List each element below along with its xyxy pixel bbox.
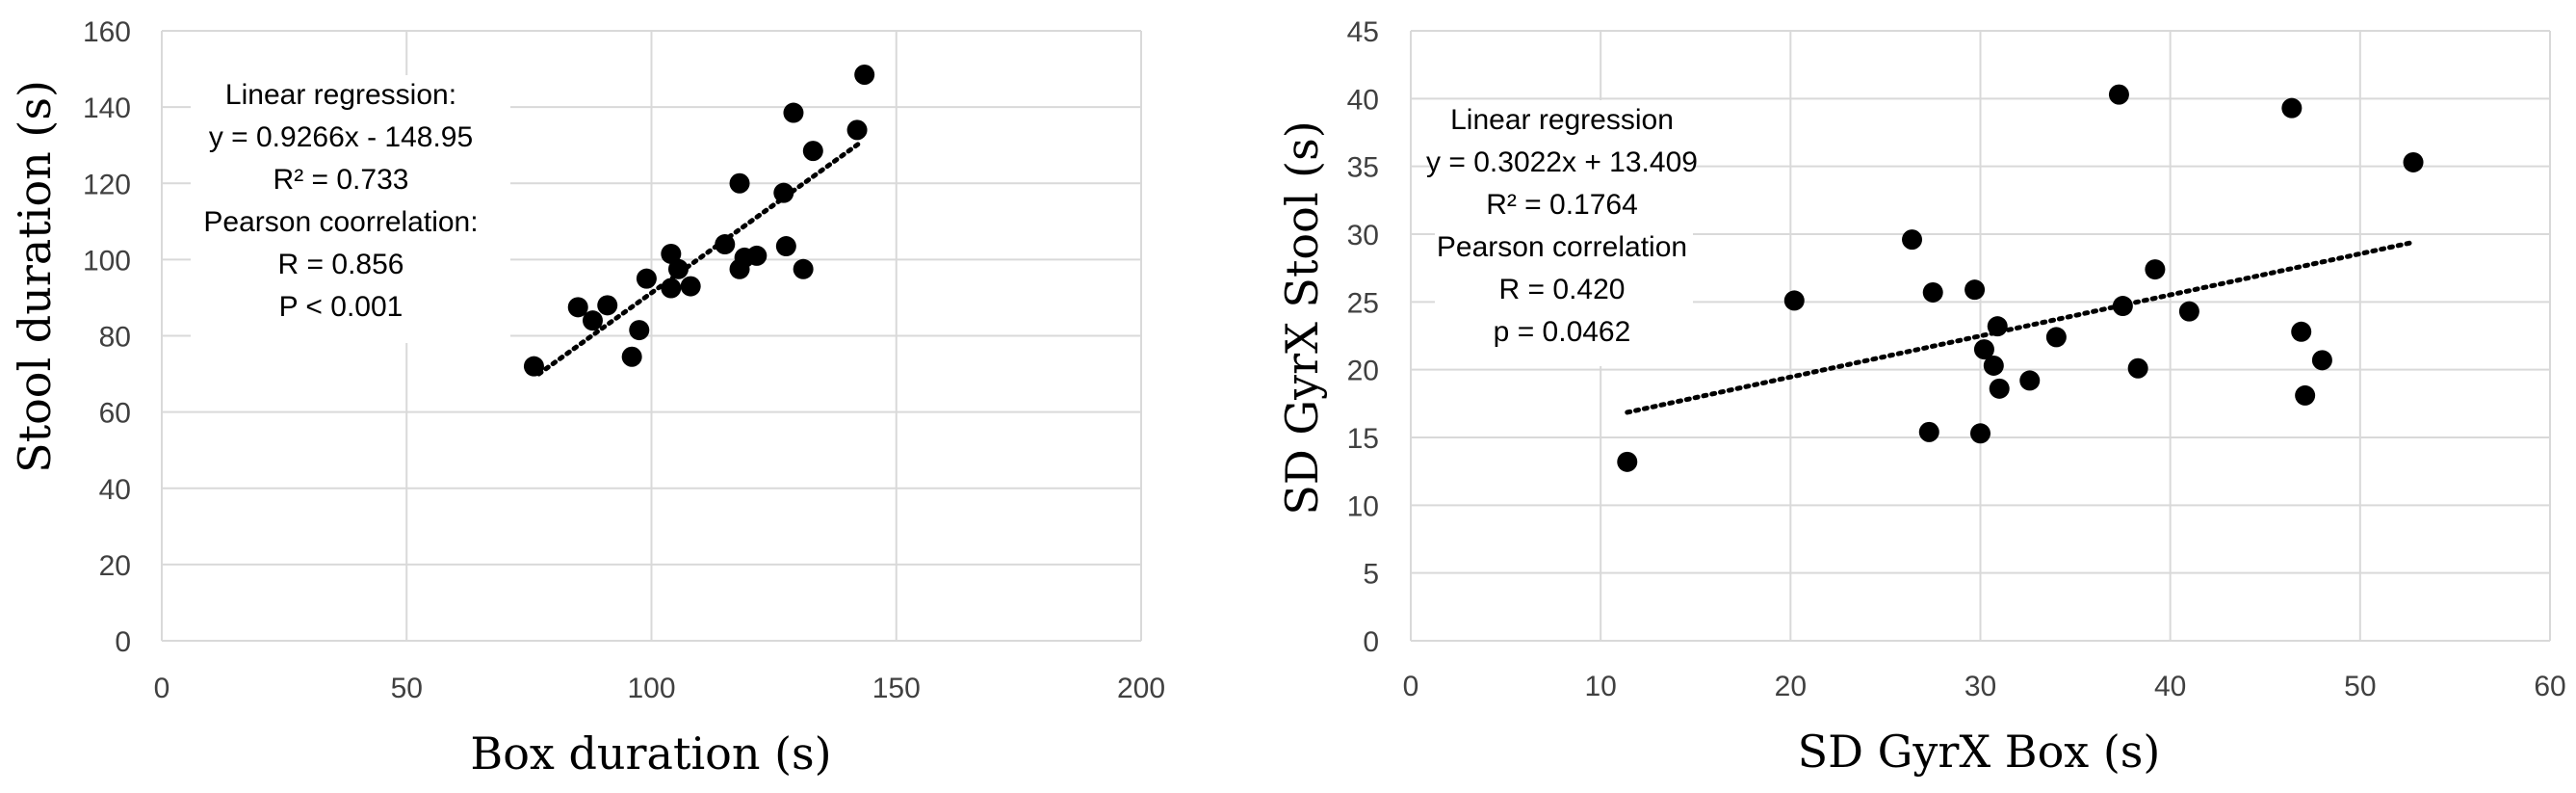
x-axis-title: Box duration (s) <box>470 727 831 780</box>
data-point <box>2281 97 2303 119</box>
data-point <box>1617 451 1638 472</box>
y-tick-label: 0 <box>1363 626 1379 658</box>
annotation-line: y = 0.3022x + 13.409 <box>1426 146 1698 178</box>
annotation-line: R² = 0.1764 <box>1486 189 1638 221</box>
x-tick-label: 150 <box>872 673 921 704</box>
y-tick-label: 80 <box>99 322 131 354</box>
data-point <box>2291 321 2312 342</box>
x-tick-label: 60 <box>2534 671 2565 702</box>
y-tick-label: 15 <box>1347 423 1379 455</box>
y-tick-label: 40 <box>99 474 131 506</box>
data-point <box>2112 296 2133 317</box>
data-point <box>661 278 682 299</box>
data-point <box>582 310 603 331</box>
data-point <box>1783 290 1805 311</box>
data-point <box>775 236 796 257</box>
x-tick-label: 30 <box>1965 671 1996 702</box>
x-tick-label: 0 <box>1403 671 1419 702</box>
y-tick-label: 160 <box>83 16 131 48</box>
data-point <box>846 119 868 141</box>
annotation-line: R = 0.856 <box>278 249 404 280</box>
data-point <box>523 356 544 377</box>
data-point <box>746 245 768 266</box>
y-tick-label: 120 <box>83 169 131 200</box>
data-point <box>2019 370 2041 391</box>
data-point <box>1965 279 1986 301</box>
y-tick-label: 140 <box>83 93 131 124</box>
data-point <box>567 297 588 318</box>
data-point <box>1918 421 1939 442</box>
data-point <box>729 172 750 194</box>
trendline <box>1625 239 2416 415</box>
data-point <box>597 295 618 316</box>
annotation-line: Pearson coorrelation: <box>203 206 478 238</box>
y-tick-label: 40 <box>1347 84 1379 116</box>
y-tick-label: 5 <box>1363 559 1379 591</box>
y-tick-label: 45 <box>1347 16 1379 48</box>
annotation-line: R = 0.420 <box>1499 274 1626 305</box>
data-point <box>2127 357 2148 379</box>
x-tick-label: 50 <box>391 673 423 704</box>
x-tick-label: 40 <box>2154 671 2186 702</box>
x-tick-label: 100 <box>627 673 675 704</box>
data-point <box>2178 301 2199 322</box>
annotation-background <box>1435 100 1693 366</box>
data-point <box>2311 350 2332 371</box>
annotation-line: Linear regression: <box>225 79 456 111</box>
x-axis-title: SD GyrX Box (s) <box>1798 726 2161 778</box>
y-tick-label: 60 <box>99 398 131 430</box>
data-point <box>773 182 794 203</box>
y-tick-label: 20 <box>99 550 131 582</box>
data-point <box>2145 259 2166 280</box>
data-point <box>2403 151 2424 172</box>
annotation-line: R² = 0.733 <box>273 164 409 196</box>
data-point <box>667 258 689 279</box>
annotation-background <box>191 75 510 343</box>
annotation-line: p = 0.0462 <box>1494 316 1631 348</box>
x-tick-label: 0 <box>154 673 170 704</box>
data-point <box>629 320 650 341</box>
data-point <box>802 141 823 162</box>
y-tick-label: 20 <box>1347 356 1379 387</box>
data-point <box>1973 339 1994 360</box>
data-point <box>2108 84 2129 105</box>
data-point <box>783 102 804 123</box>
y-tick-label: 35 <box>1347 152 1379 184</box>
data-point <box>1989 378 2010 399</box>
x-tick-label: 50 <box>2344 671 2376 702</box>
data-point <box>661 243 682 264</box>
y-tick-label: 100 <box>83 245 131 277</box>
data-point <box>2295 384 2316 406</box>
y-axis-title: Stool duration (s) <box>9 80 61 473</box>
y-axis-title: SD GyrX Stool (s) <box>1276 120 1328 515</box>
data-point <box>680 276 701 297</box>
data-point <box>1987 316 2008 337</box>
x-tick-label: 10 <box>1584 671 1616 702</box>
x-tick-label: 20 <box>1775 671 1807 702</box>
y-tick-label: 10 <box>1347 490 1379 522</box>
y-tick-label: 25 <box>1347 287 1379 319</box>
y-tick-label: 0 <box>115 626 131 658</box>
data-point <box>1970 423 1991 444</box>
data-point <box>854 64 875 85</box>
data-point <box>636 268 657 289</box>
data-point <box>1983 355 2004 376</box>
annotation-line: P < 0.001 <box>279 291 403 323</box>
y-tick-label: 30 <box>1347 220 1379 251</box>
chart-sd-gyrx: 0 5 10 15 20 25 30 35 40 45 0 10 20 30 40 50 60 Linear re… <box>1276 16 2566 778</box>
data-point <box>621 346 642 367</box>
annotation-line: Linear regression <box>1450 104 1674 136</box>
annotation-line: y = 0.9266x - 148.95 <box>209 121 473 153</box>
data-point <box>1902 229 1923 251</box>
x-tick-label: 200 <box>1117 673 1165 704</box>
trendline <box>536 139 865 377</box>
annotation-line: Pearson correlation <box>1437 231 1687 263</box>
data-point <box>793 258 814 279</box>
data-point <box>1922 281 1943 303</box>
data-point <box>2045 327 2067 348</box>
data-point <box>715 234 736 255</box>
chart-duration: 0 20 40 60 80 100 120 140 160 0 50 100 150 200 Linear … <box>9 16 1165 780</box>
